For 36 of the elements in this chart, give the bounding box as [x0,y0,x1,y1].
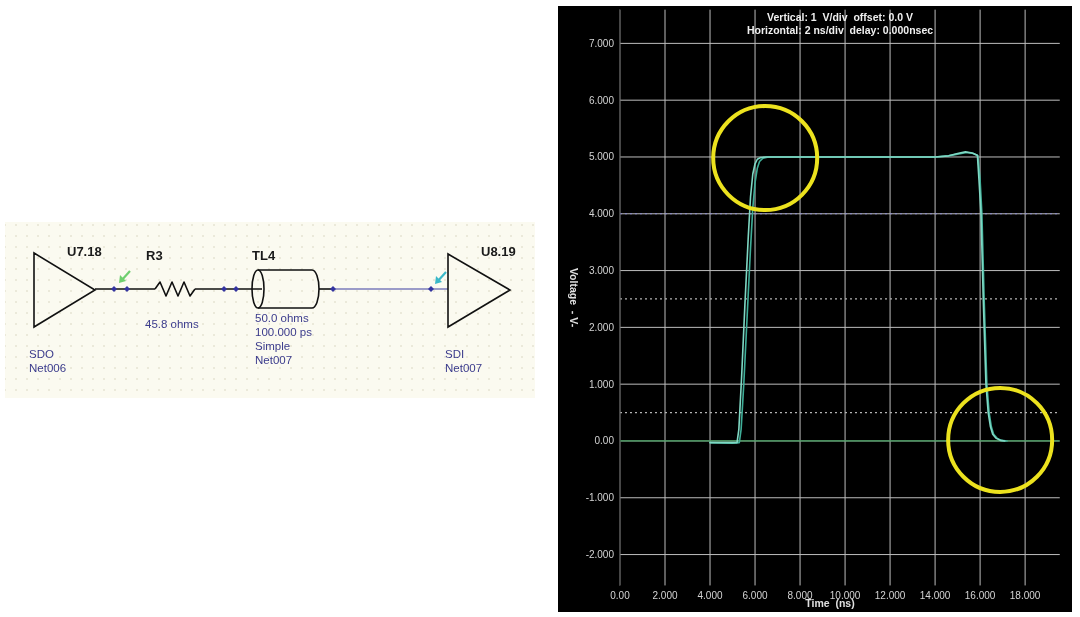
text: Net006 [29,362,67,374]
y-tick-label: 1.000 [588,378,615,390]
text: SDI [445,348,465,360]
x-tick-label: 0.00 [610,589,631,601]
text: 100.000 ps [255,326,313,338]
text: SDO [29,348,54,360]
chart-title: Vertical: 1 V/div offset: 0.0 V [767,11,913,23]
y-tick-label: 2.000 [588,321,615,333]
x-tick-label: 12.000 [874,589,906,601]
x-tick-label: 14.000 [919,589,951,601]
y-axis-title: Voltage - V- [568,267,580,328]
x-tick-label: 2.000 [652,589,678,601]
x-tick-label: 8.000 [787,589,813,601]
text: 45.8 ohms [145,318,199,330]
y-tick-label: 5.000 [588,151,615,163]
text: Net007 [445,362,483,374]
y-tick-label: -1.000 [585,492,615,504]
text: R3 [146,248,163,263]
text: U7.18 [67,244,102,259]
y-tick-label: 3.000 [588,265,615,277]
y-tick-label: 6.000 [588,94,615,106]
y-tick-label: 4.000 [588,208,615,220]
x-tick-label: 18.000 [1009,589,1041,601]
text: 50.0 ohms [255,312,309,324]
text: TL4 [252,248,276,263]
y-tick-label: -2.000 [585,549,615,561]
text: Net007 [255,354,293,366]
y-tick-label: 7.000 [588,37,615,49]
x-tick-label: 6.000 [742,589,768,601]
x-tick-label: 16.000 [964,589,996,601]
text: U8.19 [481,244,516,259]
x-tick-label: 4.000 [697,589,723,601]
text: Horizontal: 2 ns/div delay: 0.000nsec [746,24,934,36]
text: Simple [255,340,291,352]
x-tick-label: 10.000 [829,589,861,601]
y-tick-label: 0.00 [594,435,615,447]
